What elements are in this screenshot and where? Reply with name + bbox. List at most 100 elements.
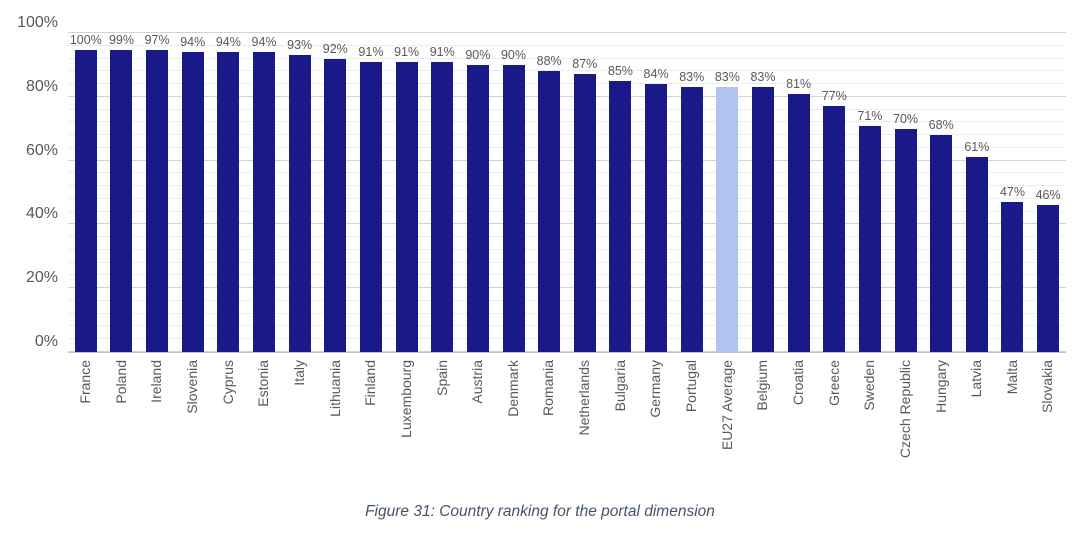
bar [110,50,133,352]
x-axis-label-cell: Sweden [852,360,888,498]
major-gridline [68,351,1066,352]
bar [965,157,988,352]
bar-slot: 61% [959,33,995,352]
x-axis-label-cell: Malta [995,360,1031,498]
minor-gridline [68,70,1066,72]
bar-slot: 90% [496,33,532,352]
minor-gridline [68,83,1066,85]
bar-slot: 97% [139,33,175,352]
x-axis-category-label: Cyprus [219,360,236,405]
bar [1037,205,1060,352]
bar [74,50,97,352]
x-axis-labels: France Poland Ireland Slovenia Cyprus Estonia… [68,360,1066,498]
bar [751,87,774,352]
y-axis: 0% 20% 40% 60% 80% 100% [0,14,58,352]
x-axis-label-cell: Luxembourg [389,360,425,498]
x-axis-category-label: Poland [112,360,129,404]
y-axis-tick-label: 0% [34,333,58,350]
x-axis-category-label: Malta [1003,360,1020,395]
bar-slot: 88% [531,33,567,352]
x-axis-category-label: Sweden [861,360,878,411]
x-axis-label-cell: France [68,360,104,498]
minor-gridline [68,236,1066,238]
minor-gridline [68,121,1066,123]
bar-slot: 93% [282,33,318,352]
bar-slot: 70% [888,33,924,352]
bar-value-label: 71% [857,108,883,123]
bar [146,50,169,352]
bar-value-label: 61% [964,140,990,155]
bar [1001,202,1024,352]
x-axis-label-cell: Austria [460,360,496,498]
bar-series: 100% 99% 97% 94% 94% 94% 93% 92% 91% 91% 91% 90% 90%… [68,33,1066,352]
bar [253,52,276,352]
y-axis-tick-label: 20% [25,269,58,287]
x-axis-label-cell: Slovenia [175,360,211,498]
x-axis-label-cell: Netherlands [567,360,603,498]
bar-slot: 92% [317,33,353,352]
minor-gridline [68,325,1066,327]
bar-value-label: 91% [429,44,455,59]
x-axis-category-label: Finland [362,360,379,406]
x-axis-category-label: Hungary [932,360,949,413]
x-axis-category-label: Netherlands [576,360,593,436]
major-gridline [68,287,1066,289]
bar-value-label: 83% [750,70,776,85]
bar-value-label: 83% [714,70,740,85]
bar-value-label: 88% [536,54,562,69]
x-axis-label-cell: Portugal [674,360,710,498]
bar-slot: 71% [852,33,888,352]
minor-gridline [68,57,1066,59]
x-axis-label-cell: Germany [638,360,674,498]
bar-value-label: 46% [1035,188,1061,203]
x-axis-label-cell: Estonia [246,360,282,498]
y-axis-tick-label: 40% [25,205,58,223]
major-gridline [68,32,1066,33]
bar-value-label: 94% [215,35,241,50]
minor-gridline [68,185,1066,187]
minor-gridline [68,274,1066,276]
x-axis-category-label: Luxembourg [397,360,414,438]
bar [502,64,525,352]
minor-gridline [68,299,1066,301]
x-axis-category-label: Ireland [148,360,165,403]
bar-slot: 94% [246,33,282,352]
x-axis-category-label: Germany [647,360,664,418]
bar [217,52,240,352]
major-gridline [68,95,1066,97]
minor-gridline [68,134,1066,136]
bar-value-label: 68% [928,118,954,133]
bar [181,52,204,352]
bar [395,61,418,352]
x-axis-category-label: Estonia [255,360,272,407]
bar-slot: 91% [389,33,425,352]
x-axis-category-label: Slovenia [184,360,201,414]
bar [538,71,561,352]
bar-value-label: 84% [643,67,669,82]
bar-value-label: 94% [251,35,277,50]
bar-value-label: 91% [394,44,420,59]
y-axis-tick-label: 60% [25,141,58,159]
bar [858,125,881,352]
bar [894,128,917,352]
x-axis-label-cell: Czech Republic [888,360,924,498]
x-axis-label-cell: Lithuania [317,360,353,498]
bar [930,135,953,352]
minor-gridline [68,248,1066,250]
bar [288,55,311,352]
x-axis-line [68,352,1066,353]
x-axis-category-label: Denmark [504,360,521,417]
bar [609,80,632,352]
bar-eu27-average-highlight [716,87,739,352]
plot-area: 100% 99% 97% 94% 94% 94% 93% 92% 91% 91% 91% 90% 90%… [68,32,1066,353]
bar-value-label: 90% [500,47,527,62]
minor-gridline [68,197,1066,199]
bar [431,61,454,352]
bar-slot: 94% [175,33,211,352]
x-axis-label-cell: Ireland [139,360,175,498]
bar-value-label: 70% [893,111,919,126]
x-axis-category-label: Austria [469,360,486,404]
x-axis-category-label: Latvia [968,360,985,398]
bar-slot: 100% [68,33,104,352]
bar-value-label: 85% [607,63,633,78]
